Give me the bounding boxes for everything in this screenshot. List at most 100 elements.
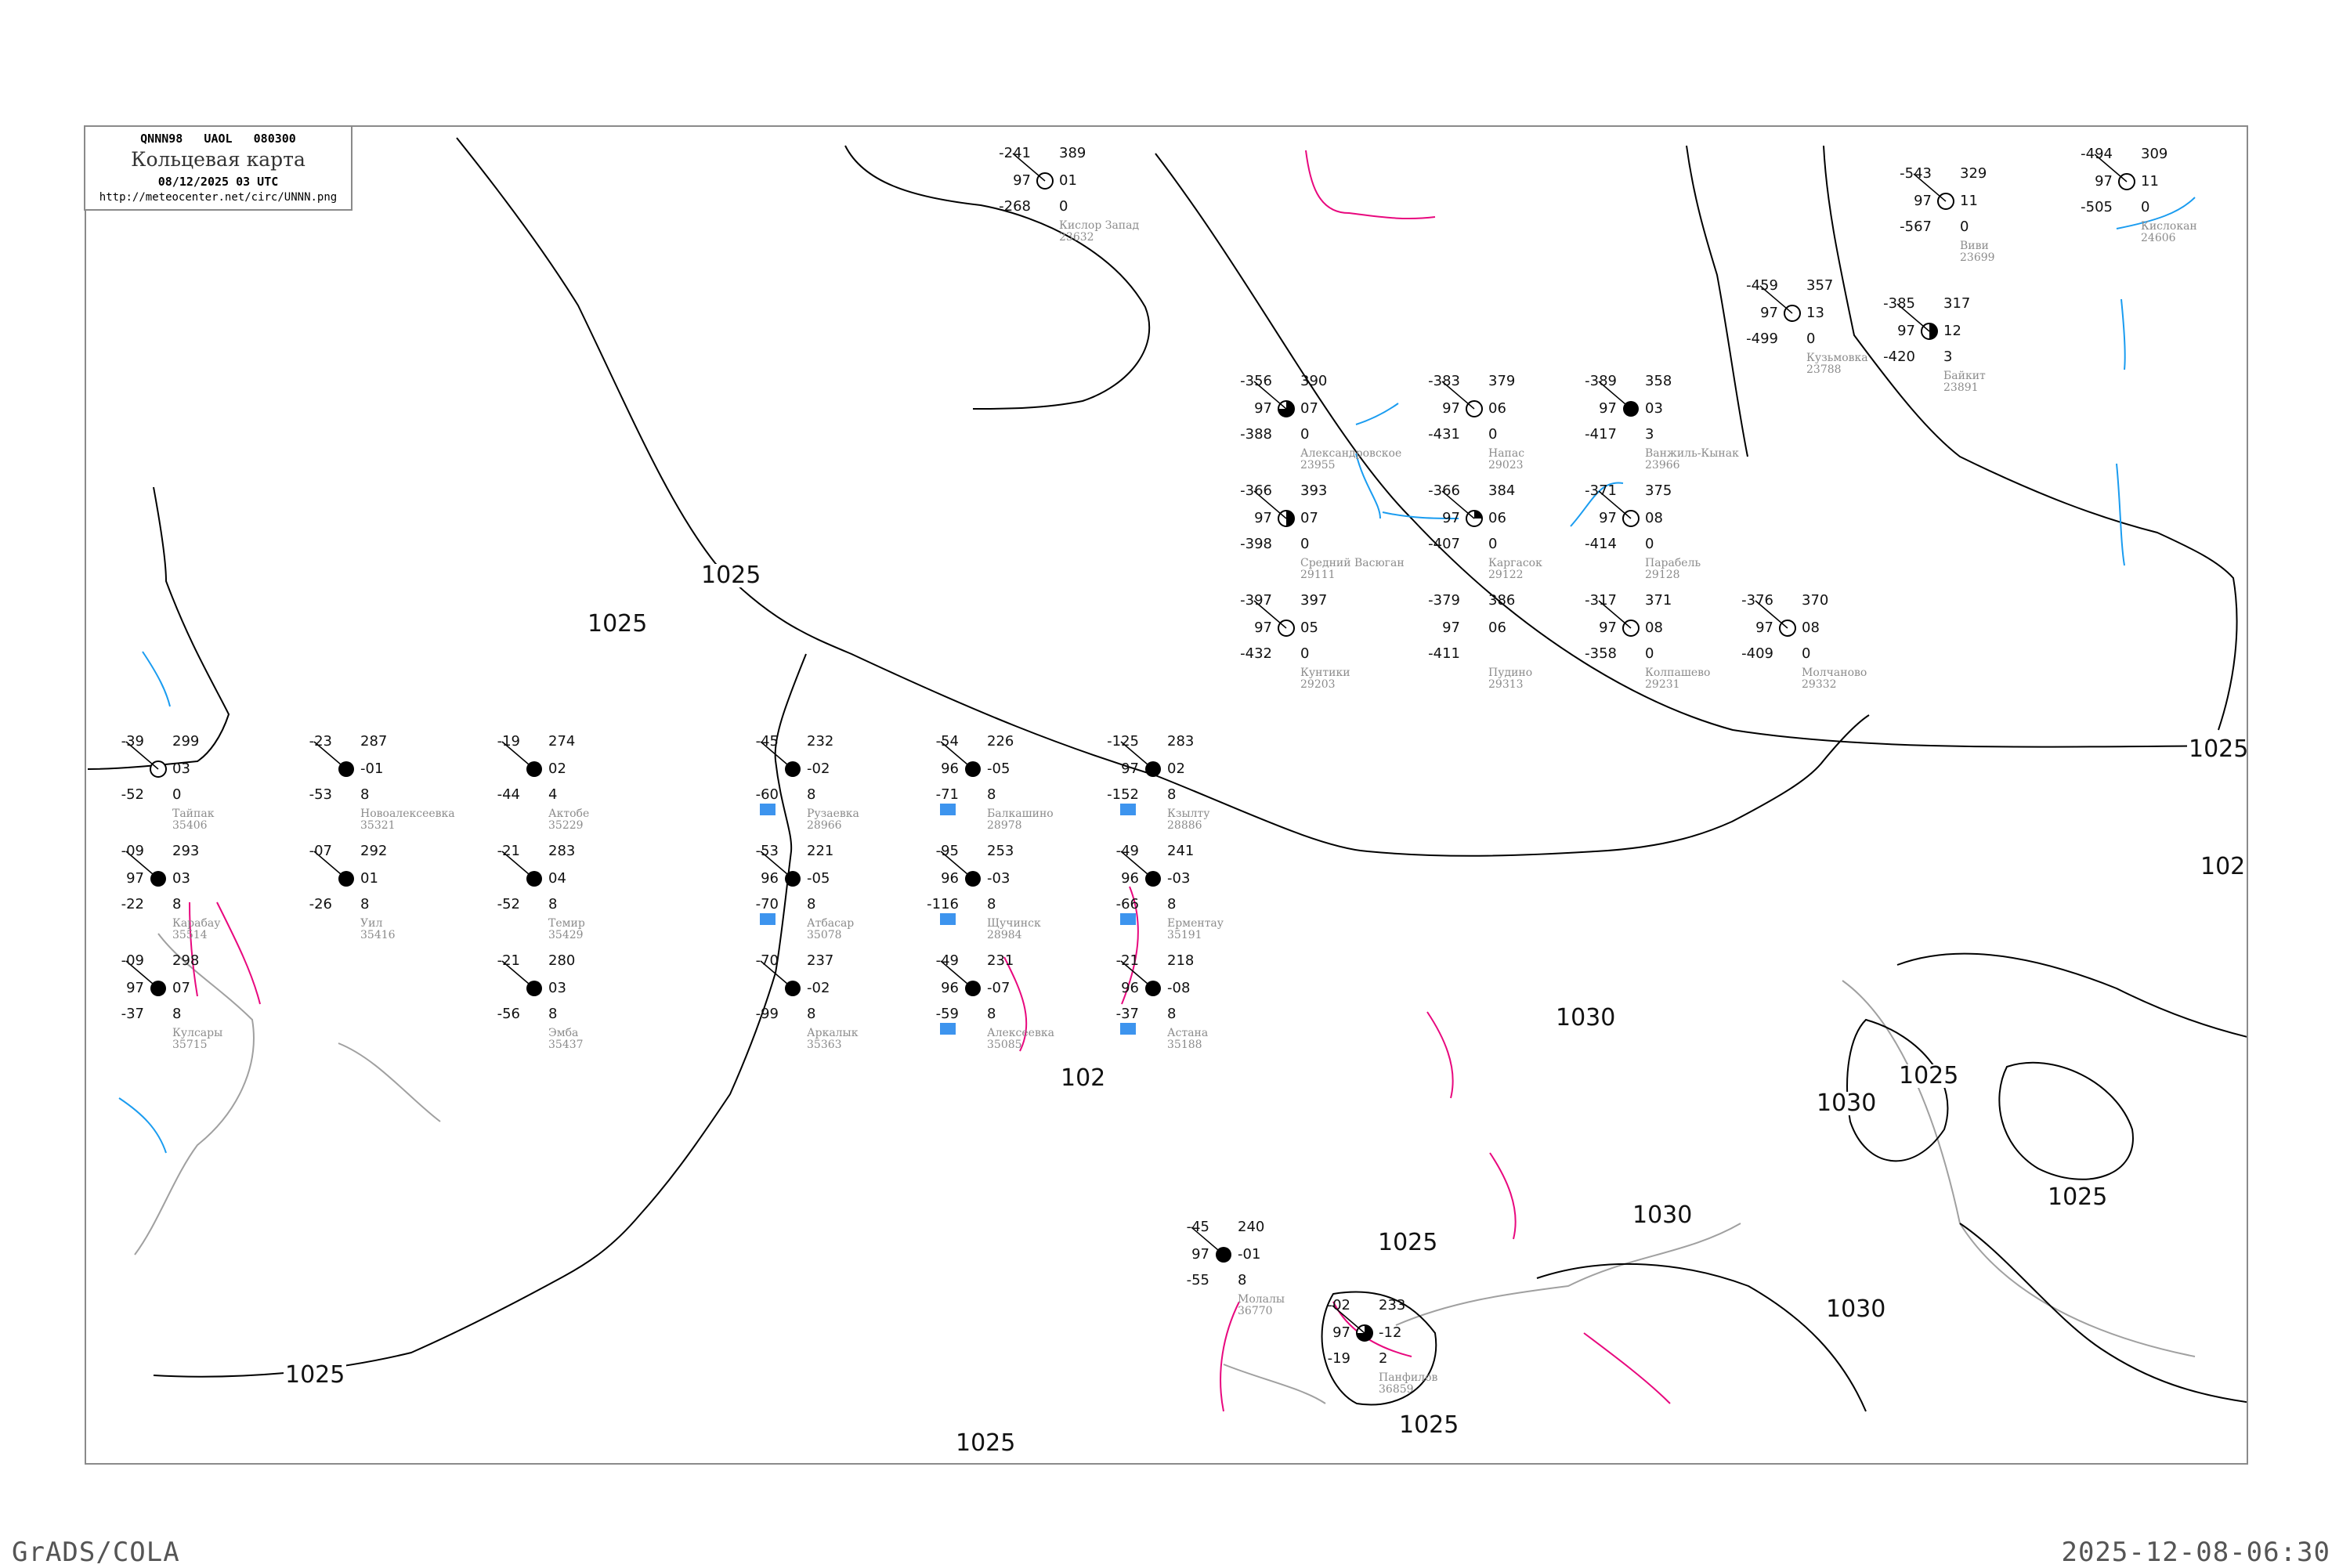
station-id: 23966 bbox=[1645, 459, 1680, 471]
station-tend: 06 bbox=[1488, 400, 1506, 417]
station-id: 35715 bbox=[172, 1039, 208, 1051]
station-p: 375 bbox=[1645, 482, 1672, 499]
station-t: -366 bbox=[1428, 482, 1460, 499]
station-name: Эмба bbox=[548, 1027, 579, 1039]
station-name: Панфилов bbox=[1379, 1371, 1438, 1384]
station-pc: 97 bbox=[1332, 1324, 1350, 1341]
station-name: Кислокан bbox=[2141, 220, 2197, 233]
station-td: -99 bbox=[755, 1006, 779, 1022]
map-frame: -241 389 97 01 -268 0 Кислор Запад 23632 -494 309… bbox=[85, 125, 2248, 1465]
station-td: -37 bbox=[121, 1006, 144, 1022]
cloud-cover-icon bbox=[1332, 1305, 1373, 1342]
station-tend: 04 bbox=[548, 870, 566, 887]
station-name: Алексеевка bbox=[987, 1027, 1054, 1039]
station-extra: 0 bbox=[1059, 198, 1068, 215]
station-p: 283 bbox=[1167, 733, 1195, 750]
station-t: -376 bbox=[1741, 592, 1773, 609]
station-id: 29122 bbox=[1488, 569, 1524, 581]
cloud-cover-icon bbox=[1913, 173, 1954, 210]
station-id: 28984 bbox=[987, 929, 1022, 941]
station-t: -49 bbox=[1115, 843, 1139, 859]
station-name: Средний Васюган bbox=[1300, 557, 1405, 569]
station-extra: 8 bbox=[172, 896, 182, 912]
station-pc: 97 bbox=[1599, 620, 1617, 636]
cloud-cover-icon bbox=[1896, 303, 1938, 340]
station-extra: 0 bbox=[2141, 199, 2150, 215]
station-id: 29231 bbox=[1645, 678, 1680, 691]
station-id: 35514 bbox=[172, 929, 208, 941]
station-td: -407 bbox=[1428, 536, 1460, 552]
station-td: -59 bbox=[935, 1006, 959, 1022]
station-id: 23788 bbox=[1806, 363, 1842, 376]
cloud-cover-icon bbox=[1191, 1227, 1231, 1263]
station-id: 35078 bbox=[807, 929, 842, 941]
station-td: -417 bbox=[1585, 426, 1617, 443]
station-tend: 08 bbox=[1645, 620, 1663, 636]
station-tend: 03 bbox=[1645, 400, 1663, 417]
station-p: 280 bbox=[548, 952, 576, 969]
station-name: Атбасар bbox=[807, 917, 855, 930]
station-extra: 0 bbox=[1488, 536, 1498, 552]
station-name: Виви bbox=[1960, 240, 1989, 252]
station-id: 35321 bbox=[360, 819, 396, 832]
station-p: 397 bbox=[1300, 592, 1328, 609]
station-p: 370 bbox=[1802, 592, 1829, 609]
station-td: -409 bbox=[1741, 645, 1773, 662]
source-url: http://meteocenter.net/circ/UNNN.png bbox=[99, 191, 338, 204]
footer-timestamp: 2025-12-08-06:30 bbox=[2061, 1537, 2330, 1568]
station-td: -420 bbox=[1883, 349, 1915, 365]
station-extra: 8 bbox=[987, 786, 996, 803]
station-t: -54 bbox=[935, 733, 959, 750]
station-extra: 8 bbox=[1167, 786, 1177, 803]
station-id: 23891 bbox=[1943, 381, 1979, 394]
station-extra: 0 bbox=[1300, 426, 1310, 443]
station-pc: 96 bbox=[941, 870, 959, 887]
station-td: -19 bbox=[1327, 1350, 1350, 1367]
station-td: -56 bbox=[497, 1006, 520, 1022]
station-pc: 97 bbox=[1760, 305, 1778, 321]
cloud-cover-icon bbox=[313, 741, 354, 777]
station-id: 35416 bbox=[360, 929, 396, 941]
station-t: -21 bbox=[497, 843, 520, 859]
station-pc: 97 bbox=[1191, 1246, 1209, 1263]
station-tend: 01 bbox=[1059, 172, 1077, 189]
station-p: 393 bbox=[1300, 482, 1328, 499]
station-td: -53 bbox=[309, 786, 332, 803]
station-name: Аркалык bbox=[807, 1027, 859, 1039]
station-td: -22 bbox=[121, 896, 144, 912]
station-td: -116 bbox=[927, 896, 959, 912]
station-extra: 8 bbox=[1167, 1006, 1177, 1022]
station-id: 23955 bbox=[1300, 459, 1336, 471]
cloud-cover-icon bbox=[940, 741, 981, 777]
station-extra: 8 bbox=[172, 1006, 182, 1022]
station-t: -366 bbox=[1240, 482, 1272, 499]
station-id: 29332 bbox=[1802, 678, 1837, 691]
station-t: -07 bbox=[309, 843, 332, 859]
station-extra: 0 bbox=[172, 786, 182, 803]
station-p: 384 bbox=[1488, 482, 1516, 499]
station-id: 28978 bbox=[987, 819, 1022, 832]
station-td: -37 bbox=[1115, 1006, 1139, 1022]
station-tend: -01 bbox=[1238, 1246, 1261, 1263]
cloud-cover-icon bbox=[313, 851, 354, 887]
station-td: -71 bbox=[935, 786, 959, 803]
cloud-cover-icon bbox=[1253, 381, 1295, 417]
station-pc: 97 bbox=[1013, 172, 1031, 189]
station-p: 298 bbox=[172, 952, 200, 969]
station-name: Байкит bbox=[1943, 370, 1986, 382]
station-pc: 97 bbox=[1442, 400, 1460, 417]
station-name: Кислор Запад bbox=[1059, 219, 1140, 232]
isobar-label: 1025 bbox=[284, 1361, 347, 1389]
snow-marker bbox=[940, 913, 956, 925]
snow-marker bbox=[760, 804, 776, 815]
title-box: QNNN98 UAOL 080300 Кольцевая карта 08/12… bbox=[84, 125, 352, 211]
station-p: 299 bbox=[172, 733, 200, 750]
station-tend: -07 bbox=[987, 980, 1010, 996]
station-id: 28886 bbox=[1167, 819, 1202, 832]
station-pc: 96 bbox=[941, 980, 959, 996]
station-id: 29203 bbox=[1300, 678, 1336, 691]
station-name: Кулсары bbox=[172, 1027, 223, 1039]
station-t: -53 bbox=[755, 843, 779, 859]
station-name: Новоалексеевка bbox=[360, 807, 455, 820]
station-id: 23699 bbox=[1960, 251, 1995, 264]
